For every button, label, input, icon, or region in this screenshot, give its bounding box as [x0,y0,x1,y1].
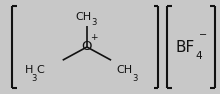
Text: CH: CH [116,65,132,75]
Text: +: + [90,33,97,42]
Text: CH: CH [75,12,91,22]
Text: 3: 3 [91,18,96,27]
Text: C: C [37,65,45,75]
Text: 3: 3 [132,74,138,83]
Text: H: H [24,65,33,75]
Text: O: O [82,41,92,53]
Text: 4: 4 [195,51,202,61]
Text: BF: BF [175,39,194,55]
Text: 3: 3 [31,74,37,83]
Text: −: − [199,30,207,40]
